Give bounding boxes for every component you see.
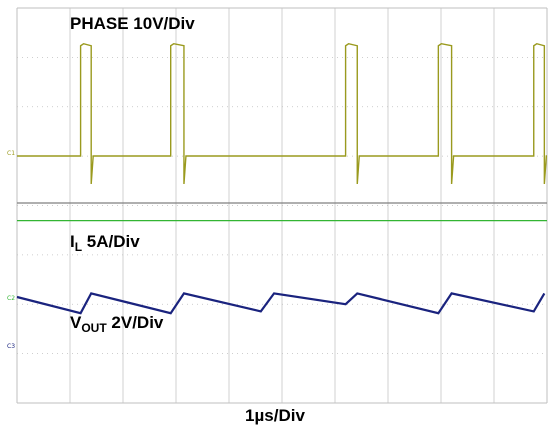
il-subscript: L	[74, 240, 83, 254]
channel-2-marker: C2	[7, 295, 15, 302]
vout-subscript: OUT	[81, 321, 107, 335]
graticule	[16, 7, 548, 404]
vout-scale: 2V/Div	[106, 313, 164, 332]
il-scale: 5A/Div	[82, 232, 140, 251]
channel-3-marker: C3	[7, 343, 15, 350]
phase-scale-label: PHASE 10V/Div	[70, 14, 195, 33]
vout-symbol: V	[70, 313, 82, 332]
il-symbol: I	[70, 232, 75, 251]
channel-1-marker: C1	[7, 150, 15, 157]
time-scale-label: 1µs/Div	[245, 406, 305, 425]
output-voltage-scale-label: VOUT 2V/Div	[70, 314, 163, 334]
inductor-current-scale-label: IL 5A/Div	[70, 233, 140, 253]
output-voltage-trace	[16, 292, 546, 315]
phase-trace	[17, 42, 548, 185]
